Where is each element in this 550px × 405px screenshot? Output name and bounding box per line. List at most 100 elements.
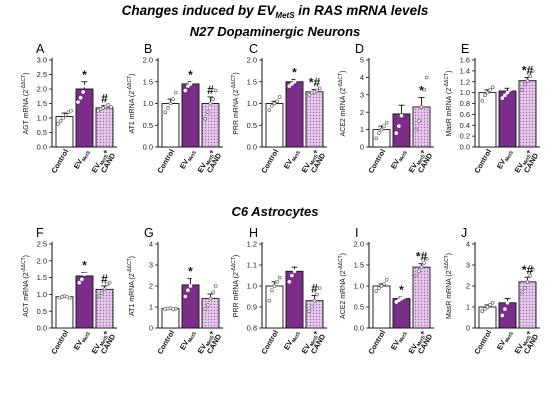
y-tick-label: 0.5 xyxy=(37,128,47,137)
y-tick-label: 1.6 xyxy=(460,56,470,65)
y-tick-label: 1.0 xyxy=(354,282,364,291)
data-point xyxy=(287,279,292,284)
data-point xyxy=(402,96,406,101)
data-point xyxy=(86,78,91,83)
panel-letter: C xyxy=(249,42,258,56)
data-point xyxy=(422,87,426,92)
data-point xyxy=(488,88,492,92)
category-label: EVMetS+ xyxy=(196,147,219,175)
y-tick-label: 1.1 xyxy=(247,261,257,270)
panel-D: D 0 1 2 3 4 5 ACE2 mRNA (2-ΔΔCT) Control EVMetS * E… xyxy=(338,42,435,175)
panel-letter: B xyxy=(144,42,152,56)
data-point xyxy=(64,113,68,117)
y-tick-label: 0.4 xyxy=(460,121,470,130)
data-point xyxy=(188,284,193,288)
category-label: EVMetS xyxy=(389,328,410,353)
significance-marker: * xyxy=(399,283,404,297)
chart-panels: A 0.0 0.5 1.0 1.5 2.0 2.5 3.0 AGT mRNA (2-ΔΔCT) C… xyxy=(21,42,541,356)
y-axis-label: AT1 mRNA (2-ΔΔCT) xyxy=(127,73,136,133)
data-point xyxy=(394,131,399,135)
data-point xyxy=(58,119,63,123)
y-tick-label: 1.0 xyxy=(143,99,153,108)
bar xyxy=(75,88,94,148)
data-point xyxy=(203,116,208,121)
category-label: EVMetS xyxy=(72,147,93,172)
data-point xyxy=(101,106,105,110)
data-point xyxy=(417,119,421,123)
significance-marker: # xyxy=(101,92,108,106)
data-point xyxy=(84,84,88,88)
data-point xyxy=(310,305,314,309)
y-tick-label: 1.0 xyxy=(460,88,470,97)
data-point xyxy=(488,303,492,307)
y-tick-label: 1.2 xyxy=(460,77,470,86)
data-point xyxy=(382,282,386,286)
data-point xyxy=(397,124,401,128)
y-tick-label: 0 xyxy=(360,143,364,152)
data-point xyxy=(96,108,100,113)
data-point xyxy=(186,288,190,293)
data-point xyxy=(193,267,198,272)
data-point xyxy=(500,313,505,318)
data-point xyxy=(275,279,279,284)
significance-marker: *# xyxy=(522,63,534,77)
data-point xyxy=(98,107,103,112)
data-point xyxy=(297,75,302,80)
data-point xyxy=(81,90,85,94)
data-point xyxy=(317,286,322,290)
bar xyxy=(305,91,324,148)
data-point xyxy=(384,120,389,125)
data-point xyxy=(292,269,297,274)
y-axis-label: ACE2 mRNA (2-ΔΔCT) xyxy=(338,71,347,137)
y-tick-label: 3 xyxy=(149,261,153,270)
data-point xyxy=(295,77,299,82)
y-tick-label: 0.5 xyxy=(143,121,153,130)
y-tick-label: 3 xyxy=(360,90,364,99)
significance-marker: *# xyxy=(416,250,428,264)
significance-marker: * xyxy=(188,265,193,279)
data-point xyxy=(208,101,213,106)
y-tick-label: 0.2 xyxy=(460,132,470,141)
data-point xyxy=(483,93,487,98)
data-point xyxy=(292,79,297,84)
y-tick-label: 4 xyxy=(360,73,364,82)
y-tick-label: 0.9 xyxy=(247,303,257,312)
data-point xyxy=(377,286,381,290)
data-point xyxy=(82,272,87,277)
data-point xyxy=(173,90,178,95)
data-point xyxy=(290,273,294,278)
data-point xyxy=(277,95,282,99)
data-point xyxy=(317,86,322,91)
category-label: Control xyxy=(49,148,70,175)
bar xyxy=(55,296,74,329)
data-point xyxy=(307,309,312,314)
data-point xyxy=(105,282,109,287)
category-label: EVMetS+ xyxy=(90,147,113,175)
data-point xyxy=(312,298,317,303)
panel-letter: A xyxy=(36,42,45,56)
data-point xyxy=(503,93,507,98)
data-point xyxy=(399,113,404,118)
y-axis-label: AGT mRNA (2-ΔΔCT) xyxy=(21,73,30,135)
y-tick-label: 2.5 xyxy=(37,240,47,249)
significance-marker: *# xyxy=(309,76,321,90)
y-axis-label: ACE2 mRNA (2-ΔΔCT) xyxy=(338,253,347,319)
data-point xyxy=(417,269,421,274)
category-label: Control xyxy=(155,329,176,356)
data-point xyxy=(480,309,485,314)
category-label: EVMetS xyxy=(178,147,199,172)
significance-marker: * xyxy=(419,83,424,97)
data-point xyxy=(485,305,490,309)
panel-C: C 0.0 0.5 1.0 1.5 2.0 PRR mRNA (2-ΔΔCT) Control… xyxy=(231,42,328,175)
y-tick-label: 3 xyxy=(466,261,470,270)
data-point xyxy=(193,77,198,82)
data-point xyxy=(525,279,530,284)
panel-letter: F xyxy=(36,226,44,240)
y-tick-label: 0.0 xyxy=(37,324,47,333)
data-point xyxy=(277,275,282,280)
y-tick-label: 1.4 xyxy=(460,66,470,75)
panel-letter: D xyxy=(355,42,364,56)
data-point xyxy=(208,296,213,301)
data-point xyxy=(382,124,386,128)
